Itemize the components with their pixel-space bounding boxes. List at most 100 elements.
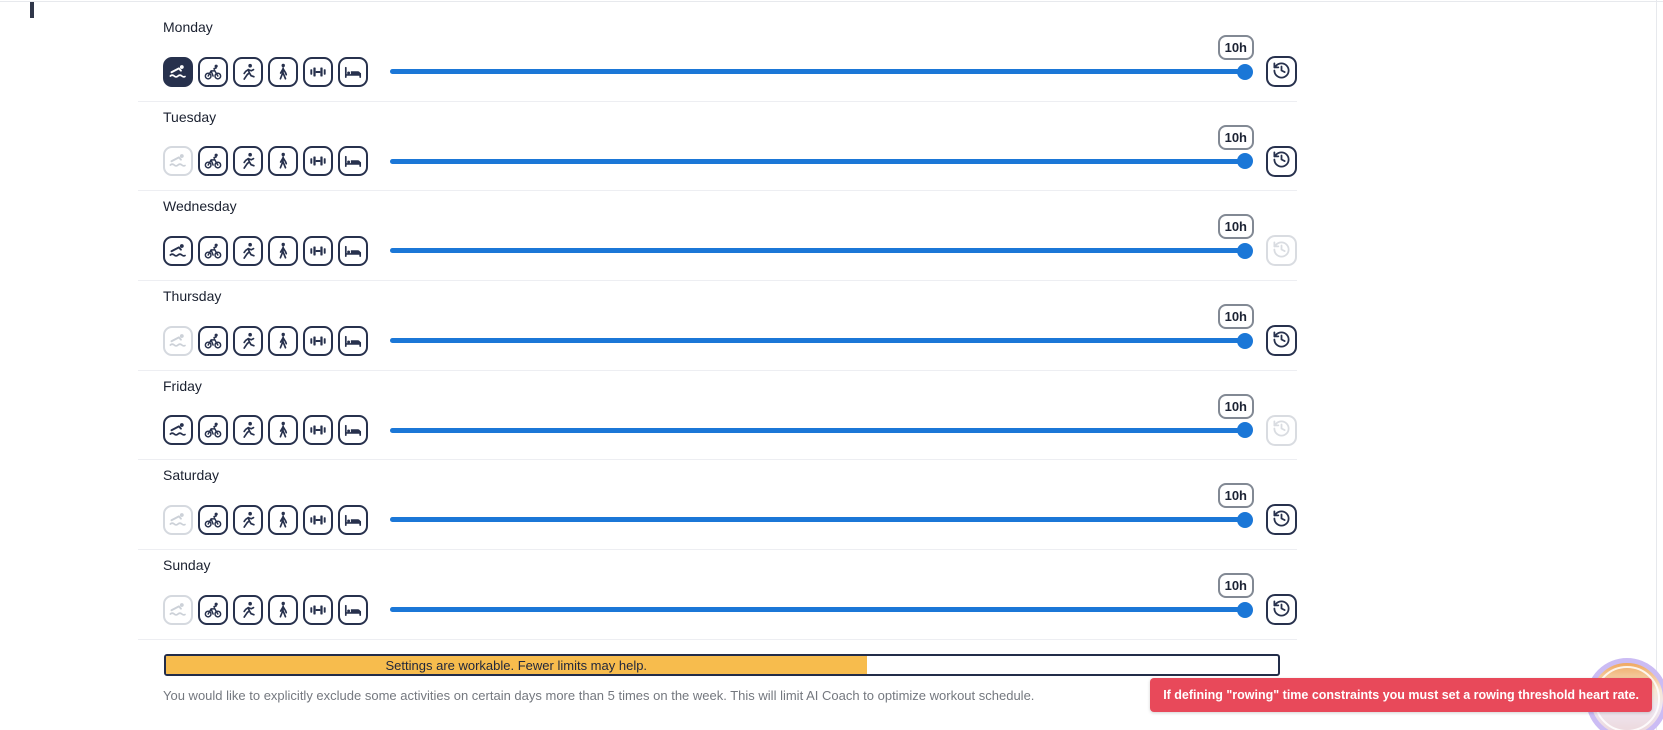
walk-icon (274, 332, 292, 350)
duration-slider[interactable]: 10h (390, 304, 1254, 356)
activity-button-strength[interactable] (303, 146, 333, 177)
walk-icon (274, 421, 292, 439)
slider-track[interactable] (390, 69, 1245, 74)
duration-slider[interactable]: 10h (390, 483, 1254, 535)
duration-slider[interactable]: 10h (390, 124, 1254, 177)
slider-thumb[interactable] (1237, 422, 1253, 439)
slider-thumb[interactable] (1237, 63, 1253, 80)
slider-thumb[interactable] (1237, 332, 1253, 349)
activity-button-walk[interactable] (268, 504, 298, 535)
activity-toggle-group (163, 504, 368, 535)
activity-button-sleep[interactable] (338, 56, 368, 87)
run-icon (239, 421, 257, 439)
day-controls: 10h (163, 483, 1297, 536)
duration-slider[interactable]: 10h (390, 35, 1254, 87)
activity-button-bike[interactable] (198, 415, 228, 446)
slider-track[interactable] (390, 427, 1245, 433)
walk-icon (274, 152, 292, 170)
walk-icon (274, 242, 292, 260)
activity-button-sleep[interactable] (338, 415, 368, 446)
duration-value-badge: 10h (1217, 214, 1254, 240)
slider-track-fill (390, 427, 1245, 433)
swim-icon (169, 421, 187, 439)
activity-button-run[interactable] (233, 325, 263, 356)
activity-button-run[interactable] (233, 504, 263, 535)
activity-button-strength[interactable] (303, 594, 333, 625)
activity-button-sleep[interactable] (338, 325, 368, 356)
activity-button-bike[interactable] (198, 146, 228, 177)
slider-track[interactable] (390, 158, 1245, 164)
duration-slider[interactable]: 10h (390, 573, 1254, 625)
strength-icon (309, 242, 327, 260)
slider-track-fill (390, 69, 1245, 74)
duration-slider[interactable]: 10h (390, 393, 1254, 446)
activity-button-swim[interactable] (163, 415, 193, 446)
duration-value-badge: 10h (1217, 573, 1254, 599)
slider-track[interactable] (390, 338, 1245, 344)
slider-track-fill (390, 338, 1245, 344)
slider-thumb[interactable] (1237, 242, 1253, 259)
activity-button-walk[interactable] (268, 146, 298, 177)
reset-day-button[interactable] (1266, 325, 1297, 357)
activity-button-strength[interactable] (303, 325, 333, 356)
slider-thumb[interactable] (1237, 153, 1253, 170)
activity-button-sleep[interactable] (338, 504, 368, 535)
activity-button-walk[interactable] (268, 325, 298, 356)
slider-track-fill (390, 158, 1245, 164)
run-icon (239, 63, 257, 81)
slider-track[interactable] (390, 517, 1245, 523)
activity-button-bike[interactable] (198, 594, 228, 625)
reset-day-button (1266, 414, 1297, 446)
activity-button-swim[interactable] (163, 56, 193, 87)
activity-button-walk[interactable] (268, 415, 298, 446)
swim-icon (169, 511, 187, 529)
duration-slider[interactable]: 10h (390, 214, 1254, 266)
bed-icon (344, 511, 362, 529)
bike-icon (204, 242, 222, 260)
day-row: Wednesday 10h (138, 191, 1297, 281)
duration-value-badge: 10h (1217, 393, 1254, 419)
activity-button-strength[interactable] (303, 56, 333, 87)
reset-day-button[interactable] (1266, 594, 1297, 626)
error-toast[interactable]: If defining "rowing" time constraints yo… (1150, 678, 1652, 712)
bike-icon (204, 152, 222, 170)
activity-button-sleep[interactable] (338, 594, 368, 625)
history-icon (1272, 419, 1291, 441)
activity-button-walk[interactable] (268, 56, 298, 87)
day-row: Friday 10h (138, 371, 1297, 461)
activity-button-run[interactable] (233, 594, 263, 625)
activity-button-walk[interactable] (268, 235, 298, 266)
activity-button-strength[interactable] (303, 504, 333, 535)
slider-thumb[interactable] (1237, 511, 1253, 528)
bed-icon (344, 421, 362, 439)
activity-button-strength[interactable] (303, 235, 333, 266)
activity-button-bike[interactable] (198, 235, 228, 266)
history-icon (1272, 509, 1291, 531)
activity-button-bike[interactable] (198, 325, 228, 356)
slider-track[interactable] (390, 607, 1245, 613)
reset-day-button[interactable] (1266, 145, 1297, 177)
run-icon (239, 511, 257, 529)
walk-icon (274, 511, 292, 529)
activity-button-swim[interactable] (163, 235, 193, 266)
activity-toggle-group (163, 56, 368, 87)
activity-button-run[interactable] (233, 56, 263, 87)
activity-button-run[interactable] (233, 235, 263, 266)
activity-button-run[interactable] (233, 146, 263, 177)
activity-button-bike[interactable] (198, 56, 228, 87)
activity-button-strength[interactable] (303, 415, 333, 446)
reset-day-button[interactable] (1266, 56, 1297, 87)
slider-thumb[interactable] (1237, 601, 1253, 618)
activity-button-bike[interactable] (198, 504, 228, 535)
day-row: Sunday 10h (138, 550, 1297, 640)
activity-button-sleep[interactable] (338, 235, 368, 266)
feasibility-bar-fill (166, 656, 867, 674)
activity-button-sleep[interactable] (338, 146, 368, 177)
activity-button-swim (163, 146, 193, 177)
slider-track[interactable] (390, 248, 1245, 254)
activity-button-run[interactable] (233, 415, 263, 446)
day-label: Tuesday (163, 108, 217, 125)
day-controls: 10h (163, 573, 1297, 626)
reset-day-button[interactable] (1266, 504, 1297, 536)
activity-button-walk[interactable] (268, 594, 298, 625)
